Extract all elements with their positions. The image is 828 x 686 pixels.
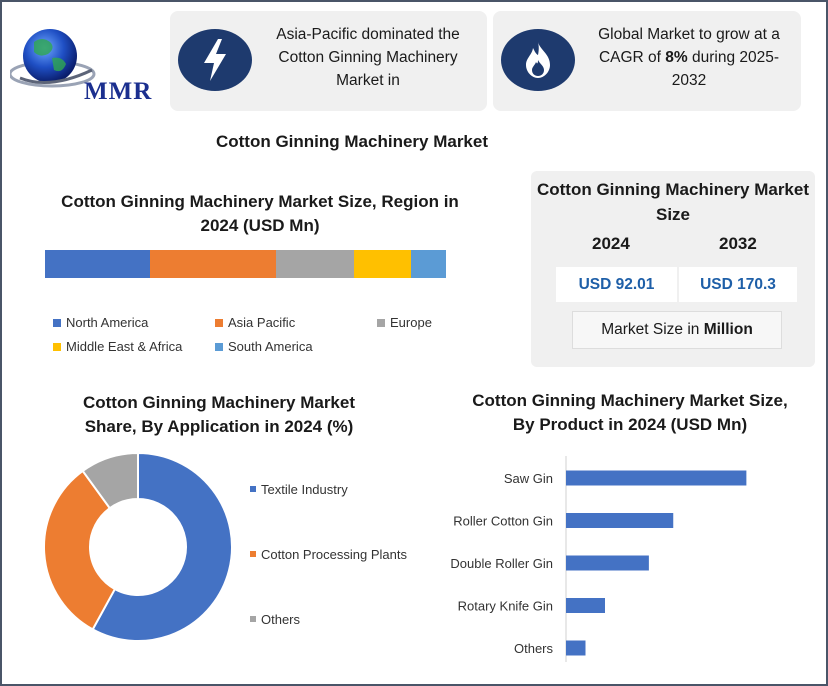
legend-label: Middle East & Africa bbox=[66, 339, 183, 354]
info-card-text: Global Market to grow at a CAGR of 8% du… bbox=[589, 23, 789, 92]
legend-label-others: Others bbox=[261, 612, 301, 627]
bar-others bbox=[566, 640, 586, 656]
application-donut-chart: Textile Industry Cotton Processing Plants… bbox=[43, 451, 407, 642]
unit-note: Market Size in Million bbox=[572, 311, 782, 349]
product-bar-chart: Saw Gin Roller Cotton Gin Double Roller Gi… bbox=[450, 456, 747, 662]
cagr-text-after: during 2025-2032 bbox=[671, 49, 780, 89]
bar-segment-north-america bbox=[45, 250, 150, 278]
bar-segment-europe bbox=[275, 250, 355, 278]
legend-label: Europe bbox=[390, 315, 432, 330]
unit-bold: Million bbox=[703, 321, 753, 338]
bar-segment-middle-east-africa bbox=[354, 250, 412, 278]
unit-prefix: Market Size in bbox=[601, 321, 704, 338]
flame-icon bbox=[526, 42, 550, 78]
tick-label-rotary-knife-gin: Rotary Knife Gin bbox=[458, 599, 553, 614]
product-chart-title: Cotton Ginning Machinery Market Size, By… bbox=[472, 391, 788, 434]
info-icon-circle bbox=[501, 29, 575, 91]
info-icon-circle bbox=[178, 29, 252, 91]
region-chart-title: Cotton Ginning Machinery Market Size, Re… bbox=[61, 192, 459, 235]
legend-swatch bbox=[215, 342, 223, 351]
legend-swatch bbox=[377, 318, 385, 327]
year-2032-label: 2032 bbox=[719, 234, 757, 253]
tick-label-others: Others bbox=[514, 641, 554, 656]
legend-swatch bbox=[53, 342, 61, 351]
bar-double-roller-gin bbox=[566, 555, 649, 571]
legend-label: South America bbox=[228, 339, 313, 354]
info-card-region: Asia-Pacific dominated the Cotton Ginnin… bbox=[170, 11, 487, 111]
legend-item-europe: Europe bbox=[377, 315, 432, 330]
legend-label: Asia Pacific bbox=[228, 315, 296, 330]
legend-item-middle-east-africa: Middle East & Africa bbox=[53, 339, 182, 354]
value-2024: USD 92.01 bbox=[556, 267, 677, 302]
legend-swatch-cotton-processing-plants bbox=[250, 551, 256, 557]
bar-rotary-knife-gin bbox=[566, 598, 605, 613]
info-card-text: Asia-Pacific dominated the Cotton Ginnin… bbox=[276, 26, 460, 89]
legend-label: North America bbox=[66, 315, 149, 330]
market-size-panel: Cotton Ginning Machinery Market Size 202… bbox=[531, 171, 815, 367]
tick-label-saw-gin: Saw Gin bbox=[504, 471, 553, 486]
bar-saw-gin bbox=[566, 470, 747, 486]
mmr-logo: MMR bbox=[8, 22, 160, 105]
legend-label-textile-industry: Textile Industry bbox=[261, 482, 348, 497]
bar-roller-cotton-gin bbox=[566, 513, 674, 528]
application-chart-title: Cotton Ginning Machinery Market Share, B… bbox=[82, 393, 356, 436]
globe-logo-icon bbox=[8, 29, 96, 88]
cagr-value: 8% bbox=[665, 49, 688, 66]
logo-text: MMR bbox=[84, 78, 153, 105]
legend-item-north-america: North America bbox=[53, 315, 148, 330]
donut-slice-cotton-processing-plants bbox=[43, 469, 117, 631]
legend-label-cotton-processing-plants: Cotton Processing Plants bbox=[261, 547, 407, 562]
main-title: Cotton Ginning Machinery Market bbox=[215, 132, 489, 151]
legend-swatch-textile-industry bbox=[250, 486, 256, 492]
legend-item-asia-pacific: Asia Pacific bbox=[215, 315, 295, 330]
legend-swatch bbox=[53, 318, 61, 327]
tick-label-double-roller-gin: Double Roller Gin bbox=[450, 556, 553, 571]
bar-segment-asia-pacific bbox=[149, 250, 276, 278]
market-size-title: Cotton Ginning Machinery Market Size bbox=[536, 180, 810, 224]
cagr-text-before: Global Market to grow at a CAGR of bbox=[598, 26, 780, 66]
year-2024-label: 2024 bbox=[592, 234, 630, 253]
legend-swatch bbox=[215, 318, 223, 327]
donut-slice-others bbox=[81, 451, 139, 510]
info-card-cagr: Global Market to grow at a CAGR of 8% du… bbox=[493, 11, 801, 111]
lightning-bolt-icon bbox=[204, 39, 226, 81]
region-stacked-bar bbox=[45, 250, 446, 278]
legend-swatch-others bbox=[250, 616, 256, 622]
bar-segment-south-america bbox=[411, 250, 446, 278]
legend-item-south-america: South America bbox=[215, 339, 313, 354]
donut-slice-textile-industry bbox=[91, 451, 233, 642]
tick-label-roller-cotton-gin: Roller Cotton Gin bbox=[453, 514, 553, 529]
value-2032: USD 170.3 bbox=[679, 267, 797, 302]
